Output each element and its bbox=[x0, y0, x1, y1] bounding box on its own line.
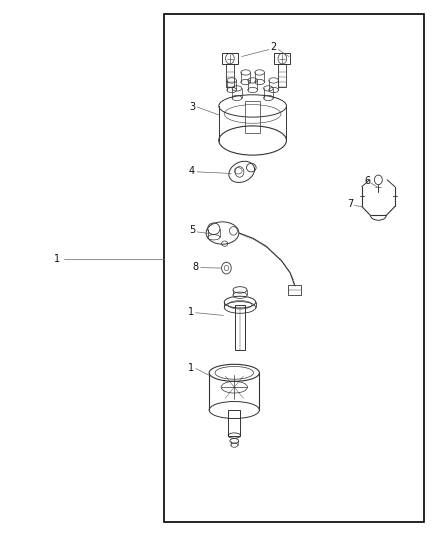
Bar bbox=[245, 101, 261, 133]
Bar bbox=[275, 53, 290, 64]
Bar bbox=[222, 53, 238, 64]
Text: 5: 5 bbox=[189, 225, 195, 236]
Bar bbox=[164, 14, 424, 522]
Text: 1: 1 bbox=[54, 254, 60, 263]
Text: 2: 2 bbox=[270, 42, 277, 52]
Text: 1: 1 bbox=[188, 306, 194, 317]
Text: 6: 6 bbox=[364, 176, 371, 187]
Text: 3: 3 bbox=[189, 102, 195, 112]
Bar bbox=[288, 285, 300, 295]
Bar bbox=[235, 305, 245, 350]
Text: 8: 8 bbox=[192, 262, 198, 271]
Bar bbox=[228, 410, 240, 435]
Bar bbox=[279, 64, 286, 87]
Text: 7: 7 bbox=[347, 199, 353, 209]
Text: 4: 4 bbox=[189, 166, 195, 176]
Bar bbox=[226, 64, 234, 87]
Text: 1: 1 bbox=[188, 362, 194, 373]
